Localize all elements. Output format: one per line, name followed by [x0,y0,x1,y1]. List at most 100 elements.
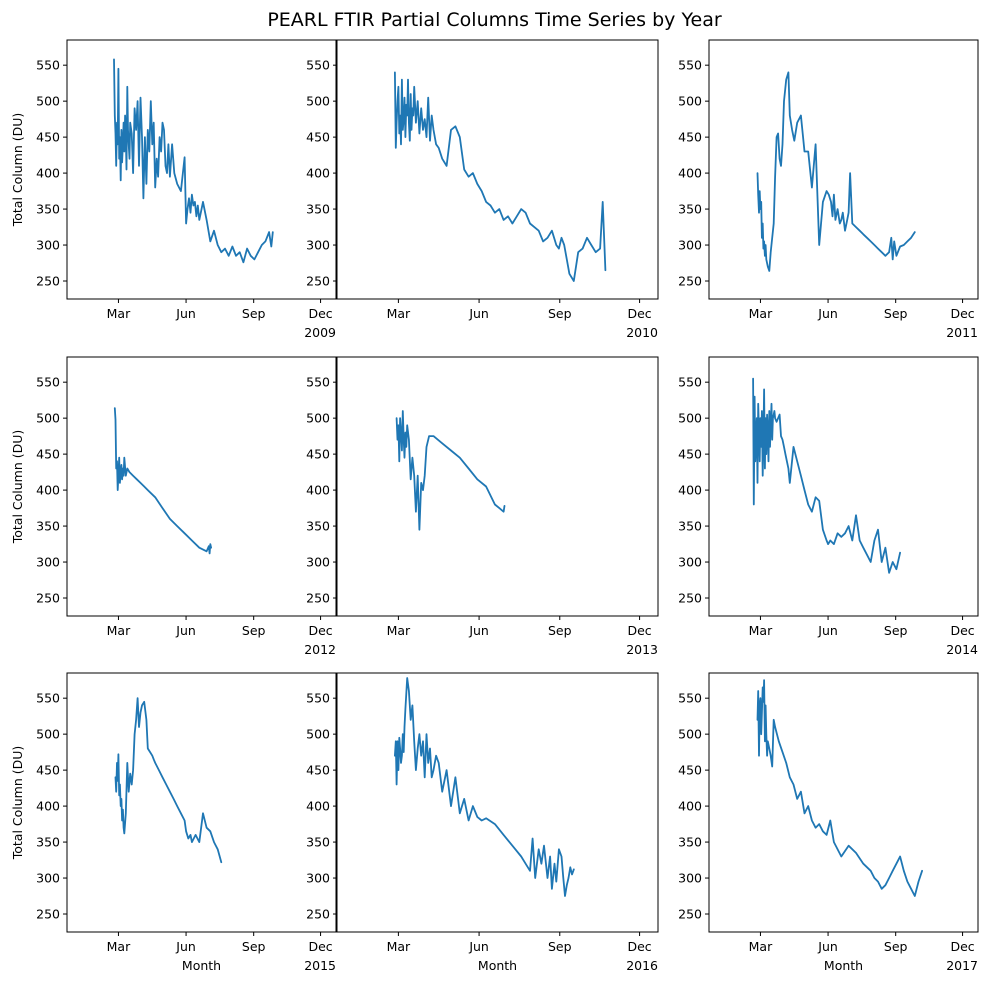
series-line-2012 [113,407,213,555]
x-tick-label: Sep [884,623,908,638]
y-tick-label: 500 [36,411,60,426]
panel-2014: 250 300 350 400 450 500 550 Mar Jun Sep Dec 2014 [678,356,979,657]
x-tick-label: Dec [308,939,332,954]
x-tick-label: Dec [950,306,974,321]
x-tick-label: Jun [468,306,489,321]
x-tick-label: Mar [387,623,411,638]
y-tick-label: 300 [306,555,330,570]
x-tick-label: Sep [548,939,572,954]
x-tick-label: Sep [242,306,266,321]
x-tick-label: Jun [468,939,489,954]
y-tick-label: 450 [306,763,330,778]
y-tick-label: 300 [306,871,330,886]
panel-2013: 250 300 350 400 450 500 550 Mar Jun Sep Dec 2013 [306,356,659,657]
y-tick-label: 550 [306,691,330,706]
x-tick-label: Dec [627,939,651,954]
y-tick-label: 550 [36,58,60,73]
y-tick-label: 400 [678,483,702,498]
y-axis-label: Total Column (DU) [10,113,25,228]
year-offset-label: 2012 [304,642,336,657]
x-tick-label: Dec [950,623,974,638]
panel-2017: 250 300 350 400 450 500 550 Mar Jun Sep Dec 2017 Mon… [678,672,979,973]
x-tick-label: Sep [884,306,908,321]
x-tick-label: Mar [107,306,131,321]
year-offset-label: 2016 [626,958,658,973]
x-tick-label: Mar [387,306,411,321]
y-tick-label: 350 [306,835,330,850]
year-offset-label: 2017 [946,958,978,973]
series-line-2017 [756,679,923,897]
y-tick-label: 350 [306,202,330,217]
x-tick-label: Dec [308,306,332,321]
y-tick-label: 250 [306,591,330,606]
panel-2009: 250 300 350 400 450 500 550 Mar Jun Sep Dec 2009 Tot… [10,39,337,340]
y-tick-label: 350 [306,519,330,534]
y-tick-label: 400 [678,166,702,181]
x-tick-label: Jun [817,939,838,954]
x-tick-label: Mar [107,939,131,954]
y-tick-label: 500 [306,94,330,109]
y-tick-label: 550 [36,375,60,390]
x-tick-label: Mar [749,306,773,321]
y-tick-label: 550 [678,375,702,390]
panel-2016: 250 300 350 400 450 500 550 Mar Jun Sep Dec 2016 Mon… [306,672,659,973]
x-tick-label: Sep [884,939,908,954]
y-tick-label: 400 [306,799,330,814]
y-tick-label: 400 [36,166,60,181]
x-tick-label: Sep [242,623,266,638]
series-line-2016 [393,677,575,897]
y-tick-label: 250 [306,274,330,289]
y-axis-label: Total Column (DU) [10,746,25,861]
series-line-2013 [395,410,506,531]
x-tick-label: Mar [387,939,411,954]
panel-2011: 250 300 350 400 450 500 550 Mar Jun Sep Dec 2011 [678,39,979,340]
panel-2015: 250 300 350 400 450 500 550 Mar Jun Sep Dec 2015 Tot… [10,672,337,973]
y-tick-label: 250 [36,591,60,606]
y-tick-label: 450 [678,447,702,462]
y-tick-label: 300 [36,871,60,886]
x-tick-label: Jun [175,939,196,954]
y-tick-label: 250 [678,591,702,606]
y-tick-label: 450 [36,447,60,462]
panel-grid: 250 300 350 400 450 500 550 Mar Jun Sep Dec 2009 Tot… [10,39,979,973]
plot-area [708,356,979,617]
x-tick-label: Mar [749,623,773,638]
y-tick-label: 500 [678,411,702,426]
y-tick-label: 350 [36,202,60,217]
plot-area [336,672,659,933]
y-tick-label: 350 [36,519,60,534]
year-offset-label: 2010 [626,325,658,340]
y-tick-label: 300 [678,238,702,253]
series-line-2014 [752,377,901,574]
y-tick-label: 300 [306,238,330,253]
plot-area [66,356,337,617]
y-tick-label: 450 [36,130,60,145]
y-tick-label: 500 [306,727,330,742]
x-tick-label: Jun [175,306,196,321]
series-line-2011 [756,71,916,272]
y-tick-label: 500 [36,727,60,742]
y-tick-label: 550 [306,58,330,73]
series-line-2009 [113,58,274,264]
y-tick-label: 500 [678,94,702,109]
y-tick-label: 250 [36,274,60,289]
year-offset-label: 2014 [946,642,978,657]
x-tick-label: Mar [107,623,131,638]
y-tick-label: 250 [678,274,702,289]
x-axis-label: Month [478,958,517,973]
y-tick-label: 400 [36,483,60,498]
year-offset-label: 2009 [304,325,336,340]
x-axis-label: Month [824,958,863,973]
x-tick-label: Jun [817,306,838,321]
y-tick-label: 350 [678,835,702,850]
y-tick-label: 250 [306,907,330,922]
y-tick-label: 350 [678,202,702,217]
y-tick-label: 250 [36,907,60,922]
y-tick-label: 550 [678,691,702,706]
x-tick-label: Mar [749,939,773,954]
x-tick-label: Dec [627,623,651,638]
x-tick-label: Dec [627,306,651,321]
series-line-2010 [393,71,607,282]
plot-area [336,356,659,617]
x-tick-label: Sep [548,306,572,321]
